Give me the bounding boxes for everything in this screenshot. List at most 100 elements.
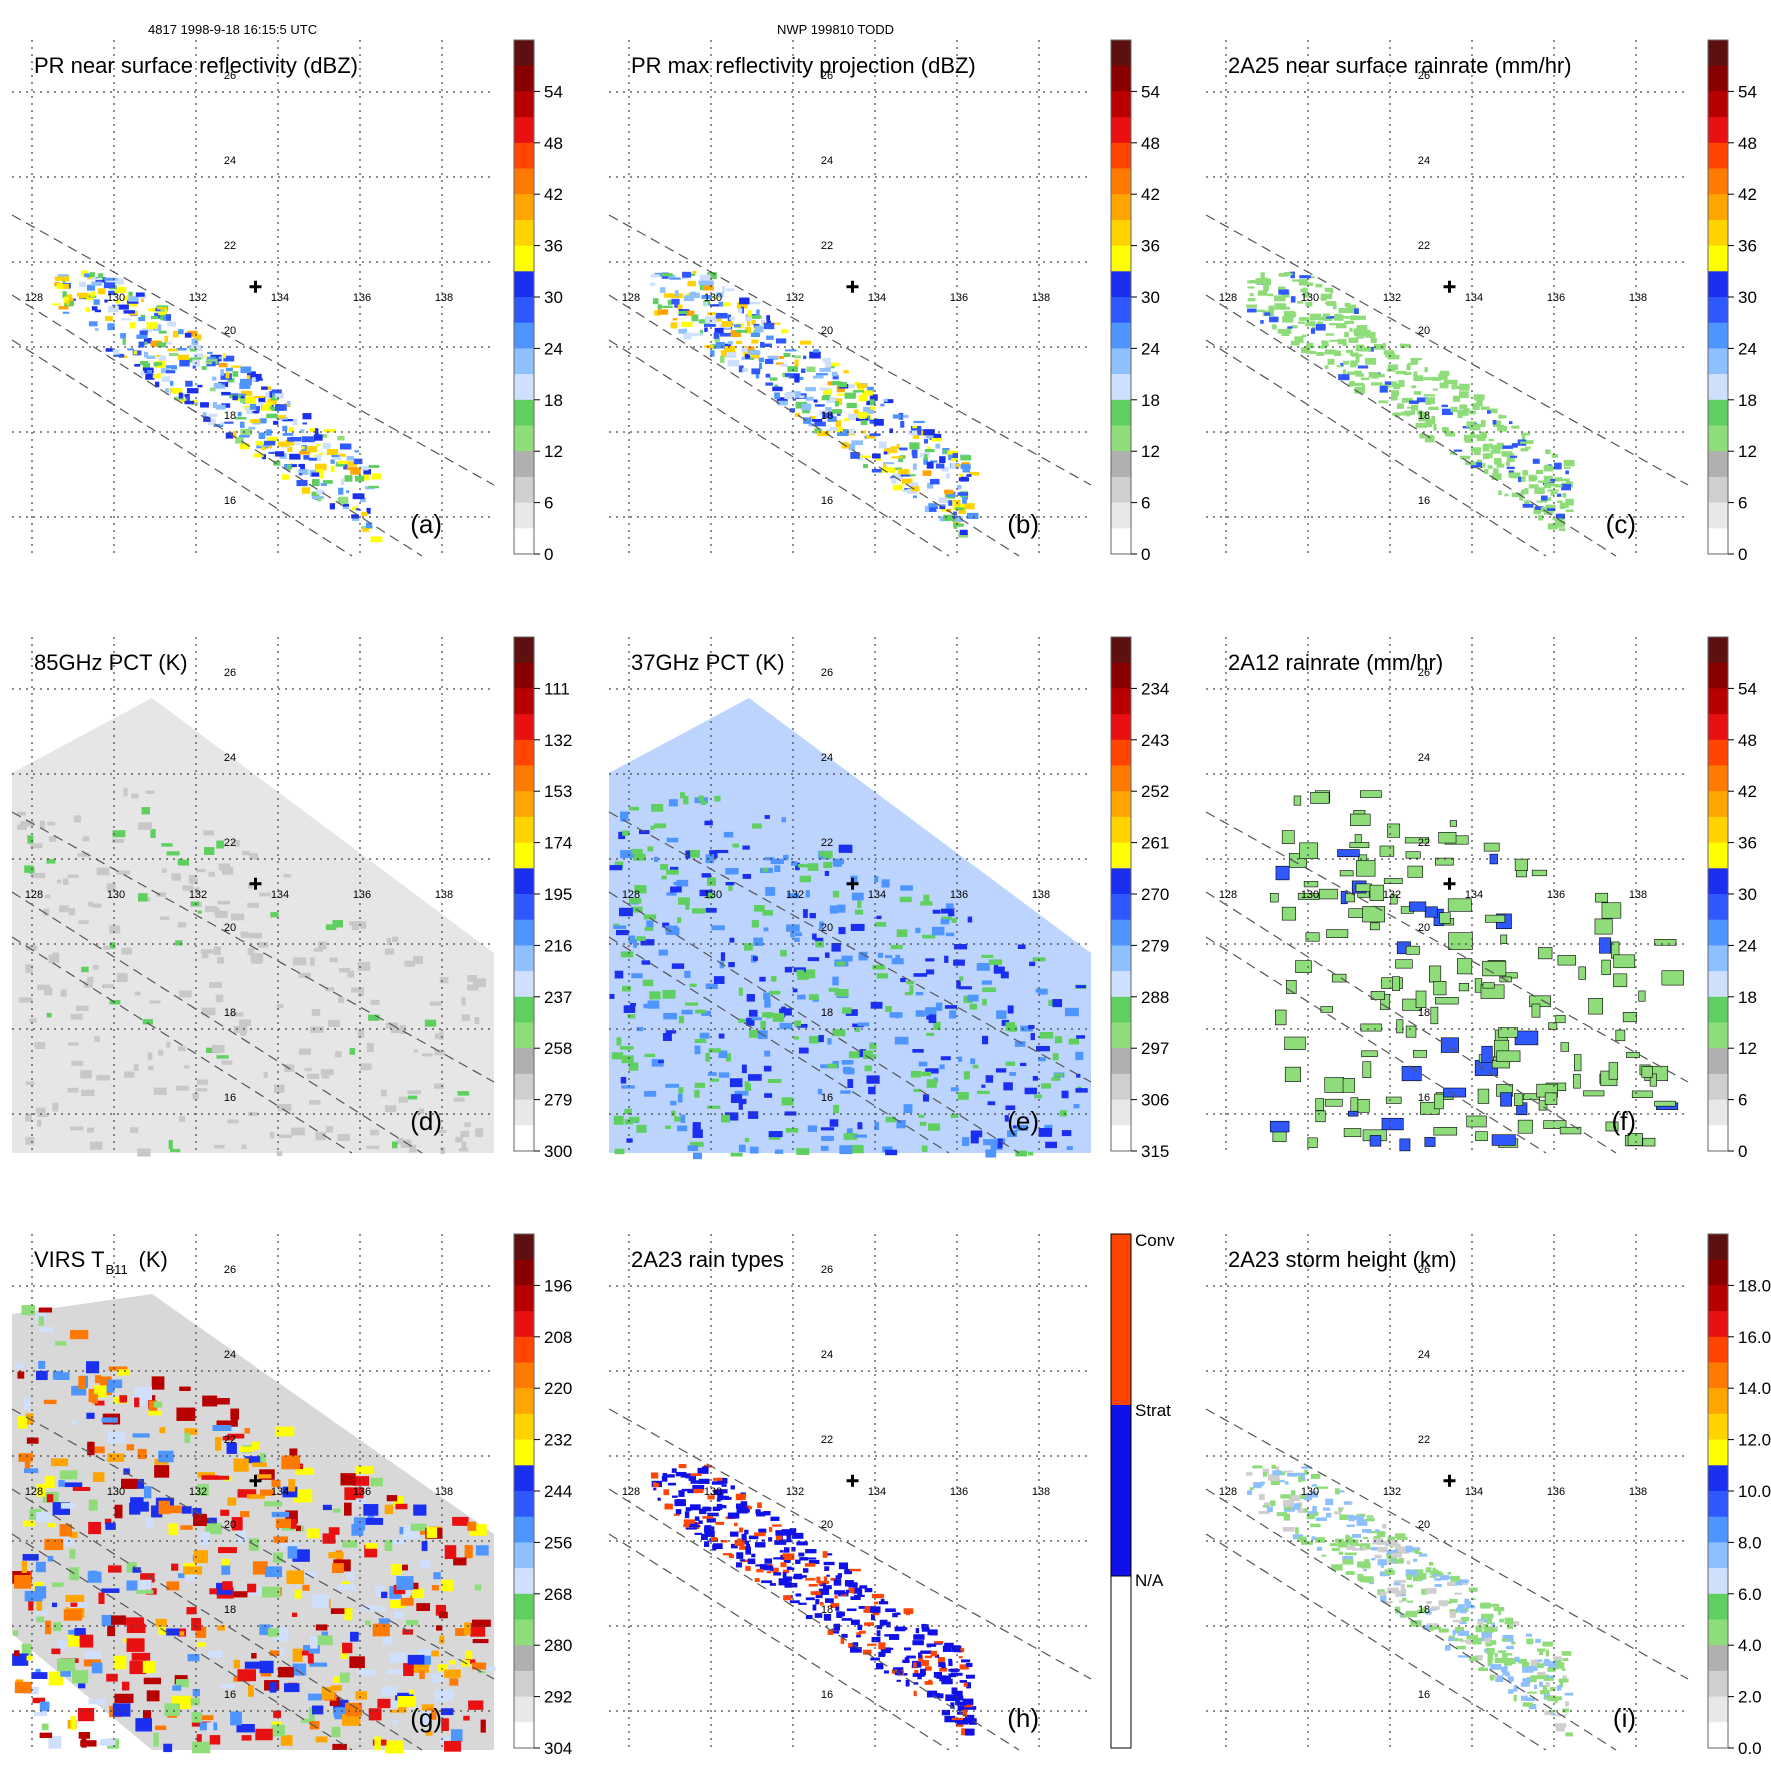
lon-label: 134 (868, 292, 886, 304)
echo-cell (1271, 1464, 1277, 1470)
echo-cell (1551, 453, 1558, 458)
echo-cell (1413, 375, 1424, 381)
echo-cell (848, 413, 860, 421)
echo-cell (1392, 412, 1402, 416)
tmi-pixel (918, 1061, 928, 1067)
echo-cell (956, 485, 962, 490)
tmi-pixel (208, 871, 215, 877)
echo-cell (1530, 475, 1538, 481)
echo-cell (735, 1493, 746, 1501)
echo-cell (929, 478, 940, 485)
echo-cell (80, 293, 89, 298)
echo-cell (664, 293, 673, 298)
echo-cell (350, 467, 361, 475)
echo-cell (900, 421, 905, 428)
tmi-pixel (764, 1050, 771, 1057)
echo-cell (316, 469, 324, 475)
echo-cell (1249, 293, 1254, 297)
tmi-pixel (1035, 988, 1048, 993)
echo-cell (800, 340, 811, 345)
rain-blob (1405, 945, 1420, 955)
colorbar-tick-label: 12 (1738, 1039, 1757, 1058)
echo-cell (821, 395, 830, 401)
echo-cell (1269, 316, 1279, 323)
echo-cell (1331, 1564, 1343, 1571)
echo-cell (1482, 444, 1490, 452)
tmi-pixel (142, 1019, 153, 1025)
rain-blob (1538, 1100, 1548, 1111)
tmi-pixel (951, 918, 957, 923)
tmi-pixel (729, 1078, 743, 1088)
swath-edge-line (1205, 1533, 1547, 1751)
tmi-pixel (161, 868, 167, 873)
colorbar-tick-label: 153 (544, 782, 572, 801)
echo-cell (1520, 489, 1525, 496)
echo-cell (739, 297, 750, 305)
colorbar-step (1708, 868, 1728, 895)
echo-cell (1292, 1534, 1304, 1540)
echo-cell (699, 284, 706, 291)
rain-blob (1560, 1042, 1570, 1052)
echo-cell (950, 463, 956, 470)
tmi-pixel (781, 1006, 786, 1011)
echo-cell (711, 1481, 723, 1485)
echo-cell (1496, 442, 1504, 450)
echo-cell (844, 418, 849, 422)
tmi-pixel (204, 847, 215, 855)
echo-cell (1554, 1656, 1562, 1664)
echo-cell (747, 310, 752, 317)
echo-cell (1412, 1547, 1421, 1551)
echo-cell (1372, 338, 1377, 343)
echo-cell (285, 439, 295, 446)
echo-cell (1488, 438, 1495, 442)
echo-cell (913, 1690, 917, 1697)
echo-cell (1539, 1681, 1543, 1688)
echo-cell (1355, 373, 1365, 377)
virs-pixel (450, 1729, 463, 1743)
echo-cell (922, 470, 932, 476)
lat-label: 18 (224, 410, 236, 422)
colorbar-step (1708, 1362, 1728, 1389)
tmi-pixel (850, 1144, 864, 1154)
tmi-pixel (687, 849, 700, 858)
tmi-pixel (349, 921, 363, 926)
tmi-pixel (620, 813, 628, 822)
echo-cell (673, 1513, 680, 1516)
storm-center-marker (846, 1474, 859, 1487)
virs-pixel (206, 1517, 217, 1527)
echo-cell (773, 1557, 785, 1560)
virs-pixel (78, 1732, 91, 1739)
virs-pixel (106, 1379, 123, 1389)
echo-cell (914, 1669, 919, 1676)
echo-cell (1556, 1685, 1562, 1691)
tmi-pixel (864, 1065, 872, 1072)
tmi-pixel (692, 1122, 701, 1131)
echo-cell (1502, 1671, 1510, 1676)
colorbar-step (1111, 322, 1131, 349)
tmi-pixel (827, 1038, 832, 1045)
rain-blob (1297, 892, 1320, 900)
tmi-pixel (742, 873, 752, 879)
rain-blob (1433, 1127, 1458, 1136)
tmi-pixel (653, 823, 667, 829)
echo-cell (185, 380, 193, 387)
echo-cell (1522, 503, 1534, 508)
echo-cell (663, 1489, 670, 1496)
echo-cell (239, 395, 245, 401)
echo-cell (1403, 372, 1412, 376)
tmi-pixel (728, 885, 733, 891)
echo-cell (689, 1525, 701, 1528)
echo-cell (750, 357, 754, 360)
echo-cell (1400, 1613, 1405, 1618)
tmi-pixel (838, 927, 846, 935)
tmi-pixel (820, 1145, 829, 1151)
echo-cell (919, 1668, 926, 1676)
colorbar-step (1111, 271, 1131, 298)
echo-cell (290, 436, 302, 442)
echo-cell (123, 295, 130, 301)
echo-cell (1544, 464, 1550, 470)
echo-cell (1485, 1642, 1492, 1647)
echo-cell (854, 1594, 865, 1597)
echo-cell (948, 1661, 953, 1667)
echo-cell (1529, 484, 1535, 487)
